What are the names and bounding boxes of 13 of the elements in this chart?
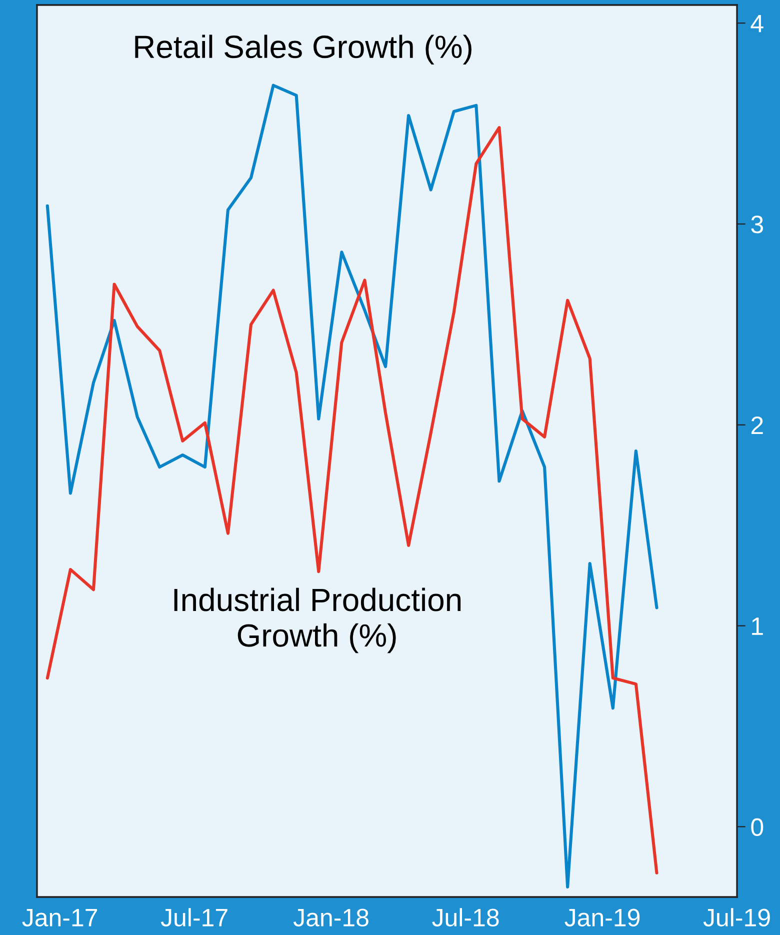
y-tick-label: 4 xyxy=(750,14,764,32)
x-tick-label: Jul-19 xyxy=(703,908,770,926)
series-label: Retail Sales Growth (%) xyxy=(135,34,472,64)
x-tick-label: Jan-19 xyxy=(564,908,640,926)
x-tick-label: Jan-17 xyxy=(22,909,98,926)
x-tick-label: Jan-18 xyxy=(293,908,368,926)
y-tick-label: 1 xyxy=(752,618,763,635)
series-label: Industrial Production Growth (%) xyxy=(174,588,461,654)
y-tick-label: 3 xyxy=(751,216,763,234)
y-tick-label: 0 xyxy=(751,818,764,836)
x-tick-label: Jul-18 xyxy=(432,908,499,926)
x-tick-label: Jul-17 xyxy=(160,908,228,926)
y-tick-label: 2 xyxy=(751,416,763,434)
